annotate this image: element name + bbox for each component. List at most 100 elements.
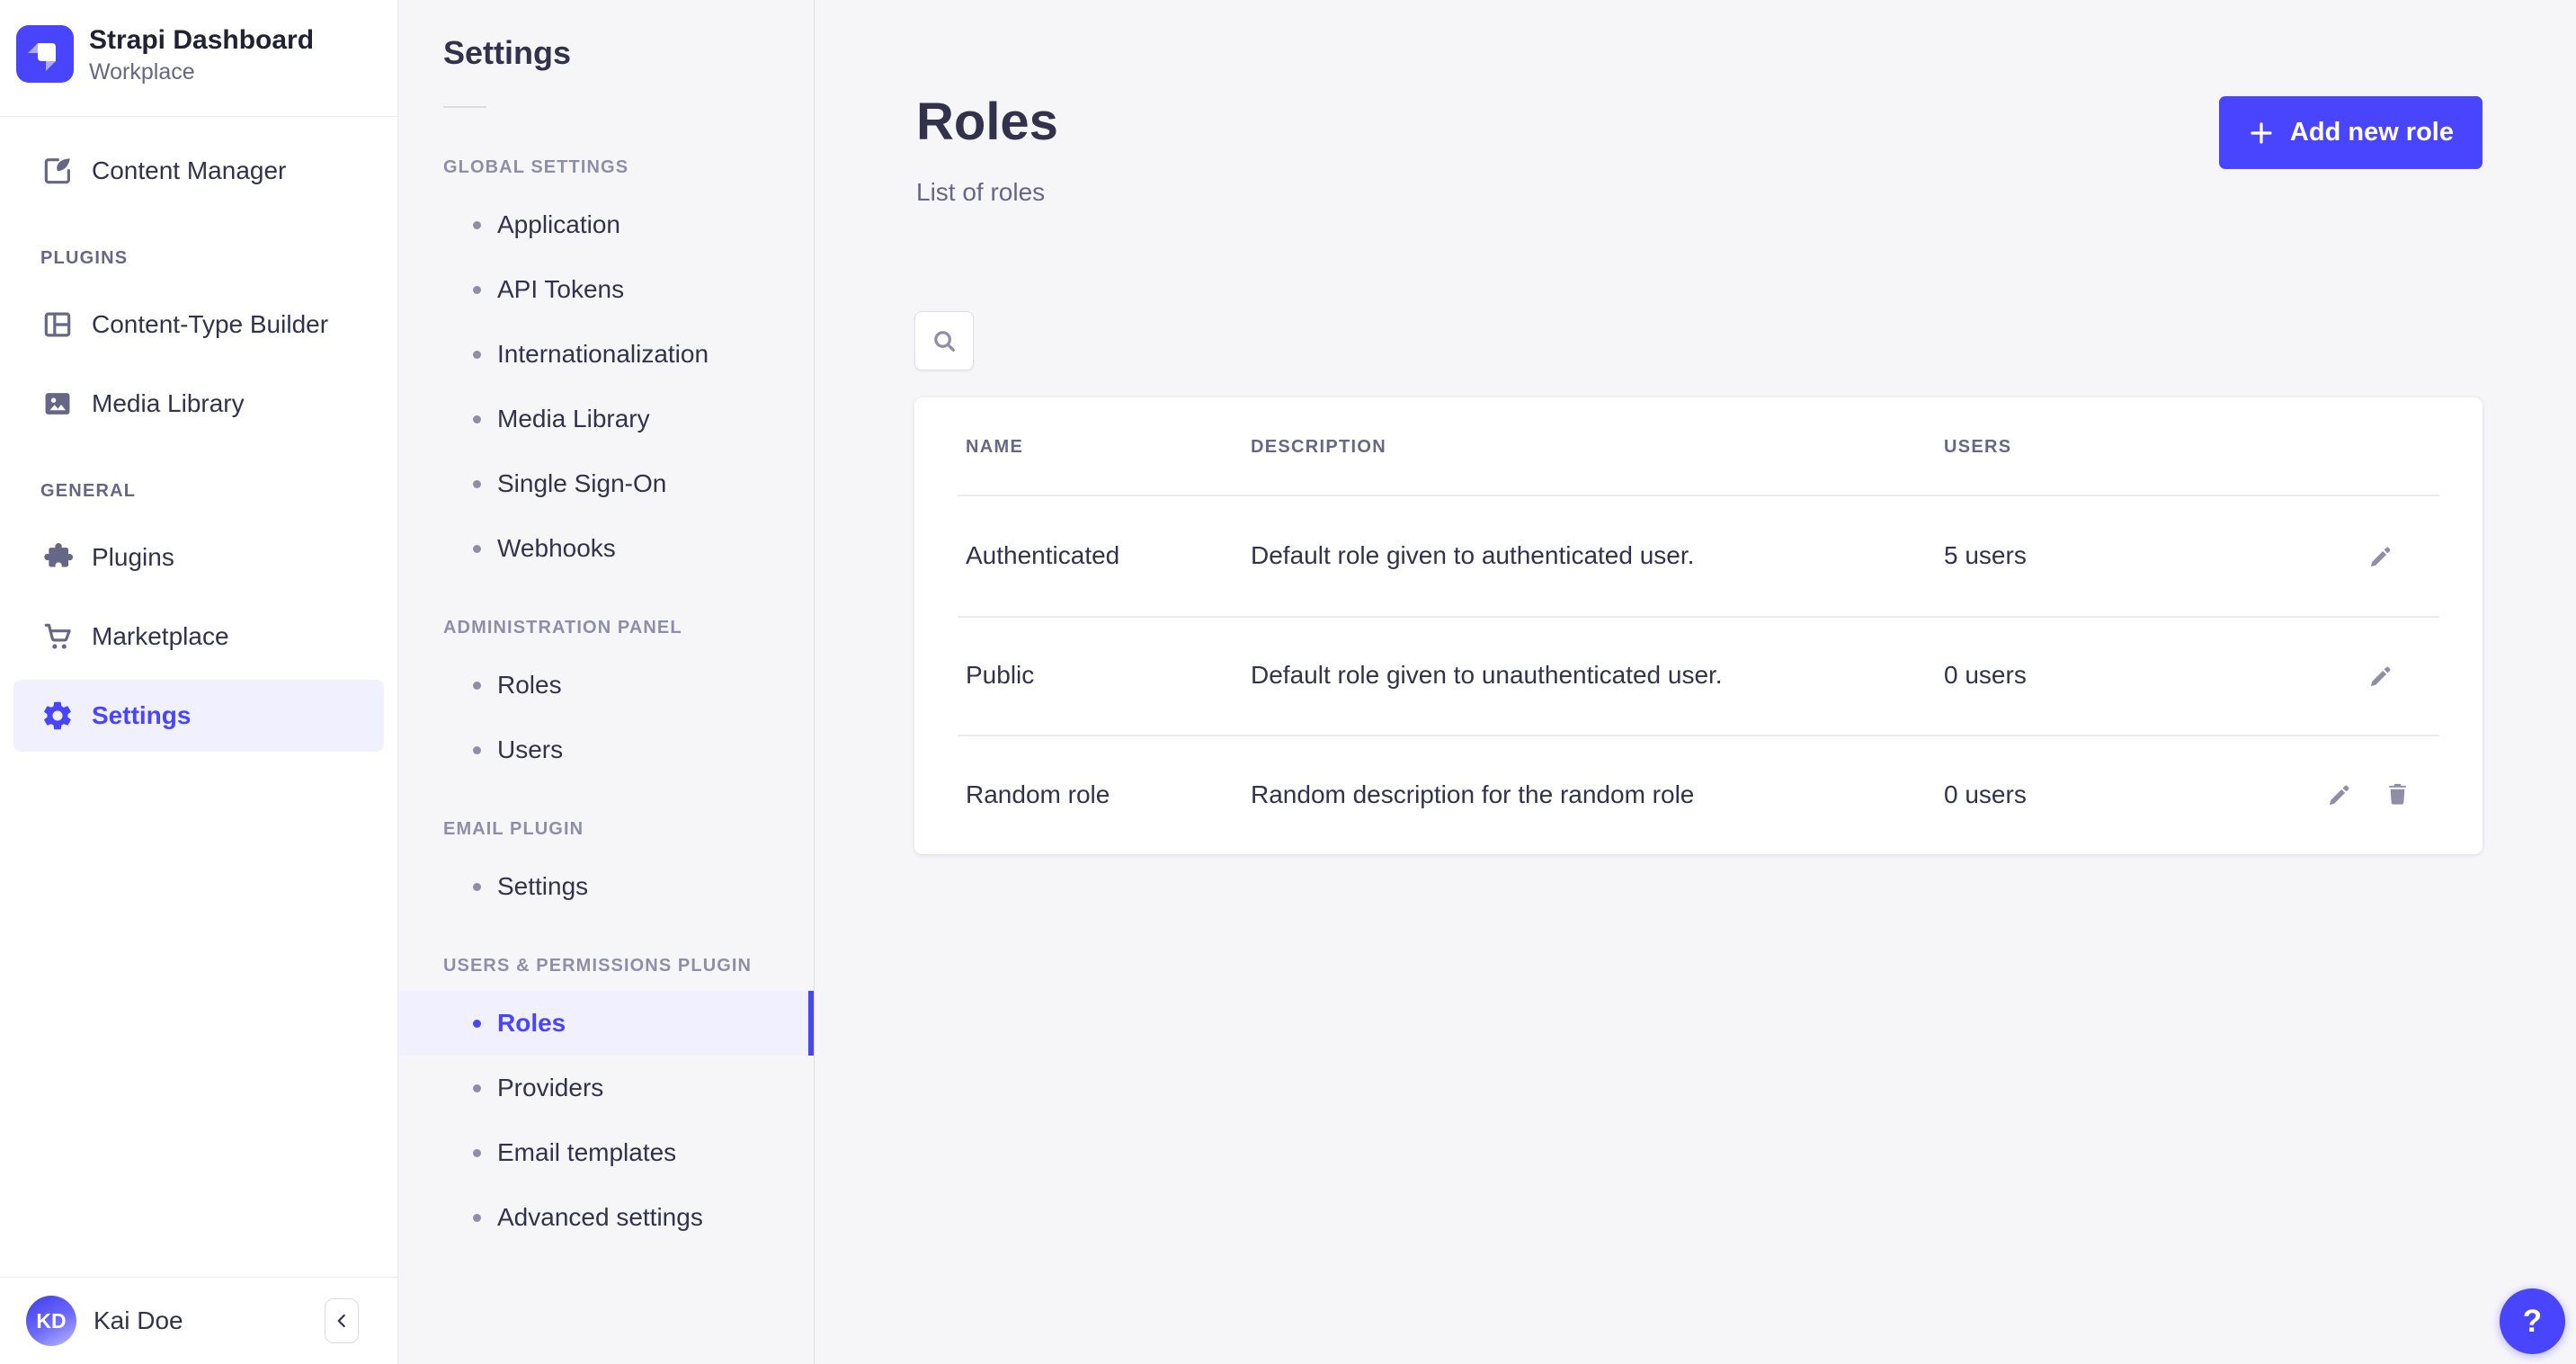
- subnav-item-users-permissions-plugin-providers[interactable]: Providers: [398, 1056, 814, 1120]
- subnav-section-label-global-settings: GLOBAL SETTINGS: [443, 157, 629, 177]
- subnav-item-label: Application: [497, 210, 620, 238]
- edit-role-button[interactable]: [2363, 538, 2399, 574]
- cell-description: Default role given to authenticated user…: [1251, 541, 1695, 570]
- cell-name: Authenticated: [966, 541, 1120, 570]
- settings-subnav: Settings GLOBAL SETTINGS Application API T…: [398, 0, 815, 1364]
- subnav-item-label: Settings: [497, 872, 589, 900]
- sidebar-item-content-manager[interactable]: Content Manager: [13, 135, 384, 207]
- edit-icon: [2367, 662, 2395, 690]
- row-actions: [2322, 538, 2399, 574]
- subnav-item-users-permissions-plugin-email-templates[interactable]: Email templates: [398, 1120, 814, 1185]
- column-header-name: NAME: [966, 436, 1024, 457]
- row-actions: [2322, 657, 2399, 693]
- settings-icon: [40, 699, 75, 733]
- subnav-item-label: Media Library: [497, 405, 650, 432]
- subnav-item-users-permissions-plugin-advanced-settings[interactable]: Advanced settings: [398, 1185, 814, 1250]
- subnav-item-label: Advanced settings: [497, 1203, 703, 1231]
- app-title: Strapi Dashboard: [89, 25, 315, 55]
- subnav-item-global-settings-api-tokens[interactable]: API Tokens: [398, 257, 814, 322]
- delete-role-button[interactable]: [2379, 777, 2415, 813]
- edit-role-button[interactable]: [2363, 657, 2399, 693]
- collapse-sidebar-button[interactable]: [325, 1298, 359, 1343]
- subnav-section-label-administration-panel: ADMINISTRATION PANEL: [443, 618, 682, 637]
- subnav-sections: GLOBAL SETTINGS Application API Tokens Inte…: [398, 156, 814, 1250]
- sidebar-item-label: Plugins: [92, 543, 174, 571]
- table-row-public[interactable]: Public Default role given to unauthentica…: [914, 615, 2482, 735]
- subnav-item-global-settings-media-library[interactable]: Media Library: [398, 387, 814, 451]
- question-mark-icon: ?: [2522, 1303, 2543, 1339]
- avatar[interactable]: KD: [26, 1296, 76, 1346]
- cell-description: Random description for the random role: [1251, 780, 1695, 808]
- sidebar-item-label: Marketplace: [92, 622, 229, 650]
- main-nav: Content Manager PLUGINS Content-Type Build…: [0, 116, 397, 759]
- column-header-description: DESCRIPTION: [1251, 436, 1386, 457]
- bullet-icon: [473, 882, 481, 891]
- workspace-name: Workplace: [89, 59, 195, 85]
- subnav-item-label: Email templates: [497, 1138, 677, 1166]
- sidebar-item-label: Content-Type Builder: [92, 310, 329, 338]
- content-manager-icon: [40, 154, 75, 188]
- subnav-item-label: API Tokens: [497, 275, 625, 303]
- bullet-icon: [473, 1213, 481, 1222]
- sidebar-item-marketplace[interactable]: Marketplace: [13, 601, 384, 673]
- bullet-icon: [473, 745, 481, 754]
- subnav-item-label: Webhooks: [497, 534, 616, 562]
- nav-section-label-general: GENERAL: [40, 481, 137, 501]
- sidebar-item-settings[interactable]: Settings: [13, 680, 384, 752]
- row-actions: [2322, 777, 2415, 813]
- subnav-item-label: Roles: [497, 671, 562, 699]
- page-subtitle: List of roles: [916, 178, 1046, 206]
- user-name: Kai Doe: [94, 1306, 183, 1334]
- nav-section-label-plugins: PLUGINS: [40, 248, 129, 268]
- subnav-divider: [443, 106, 486, 108]
- media-library-icon: [40, 387, 75, 421]
- subnav-item-label: Users: [497, 735, 564, 763]
- edit-icon: [2367, 542, 2395, 570]
- sidebar-item-plugins[interactable]: Plugins: [13, 522, 384, 593]
- bullet-icon: [473, 544, 481, 553]
- subnav-item-email-plugin-settings[interactable]: Settings: [398, 854, 814, 919]
- subnav-item-global-settings-single-sign-on[interactable]: Single Sign-On: [398, 451, 814, 516]
- sidebar-item-label: Media Library: [92, 389, 245, 417]
- marketplace-icon: [40, 620, 75, 654]
- subnav-item-label: Roles: [497, 1009, 566, 1037]
- subnav-item-label: Internationalization: [497, 340, 709, 368]
- strapi-logo-icon: [16, 25, 74, 83]
- cell-description: Default role given to unauthenticated us…: [1251, 661, 1723, 689]
- subnav-item-global-settings-application[interactable]: Application: [398, 192, 814, 257]
- add-new-role-button[interactable]: Add new role: [2218, 96, 2482, 169]
- page-title: Roles: [916, 93, 1058, 151]
- sidebar-item-content-type-builder[interactable]: Content-Type Builder: [13, 289, 384, 361]
- subnav-item-administration-panel-roles[interactable]: Roles: [398, 653, 814, 718]
- subnav-item-global-settings-internationalization[interactable]: Internationalization: [398, 322, 814, 387]
- subnav-item-label: Providers: [497, 1074, 604, 1101]
- subnav-header: Settings: [398, 0, 814, 109]
- bullet-icon: [473, 350, 481, 359]
- sidebar-item-label: Settings: [92, 701, 192, 729]
- main-content: Roles List of roles Add new role NAME DES…: [815, 0, 2576, 1364]
- subnav-item-users-permissions-plugin-roles[interactable]: Roles: [398, 991, 814, 1056]
- main-sidebar: Strapi Dashboard Workplace Content Manag…: [0, 0, 398, 1364]
- subnav-item-label: Single Sign-On: [497, 469, 667, 497]
- edit-role-button[interactable]: [2322, 777, 2358, 813]
- roles-table: NAME DESCRIPTION USERS Authenticated Defaul…: [914, 397, 2482, 854]
- plugins-icon: [40, 540, 75, 575]
- chevron-left-icon: [330, 1309, 353, 1333]
- sidebar-item-media-library[interactable]: Media Library: [13, 368, 384, 440]
- subnav-item-administration-panel-users[interactable]: Users: [398, 718, 814, 782]
- brand-header[interactable]: Strapi Dashboard Workplace: [0, 0, 397, 117]
- content-type-builder-icon: [40, 308, 75, 342]
- table-row-random-role[interactable]: Random role Random description for the ra…: [914, 735, 2482, 854]
- sidebar-footer: KD Kai Doe: [0, 1277, 397, 1364]
- plus-icon: [2248, 120, 2275, 147]
- bullet-icon: [473, 1019, 481, 1028]
- bullet-icon: [473, 1083, 481, 1092]
- search-button[interactable]: [914, 311, 974, 370]
- bullet-icon: [473, 415, 481, 423]
- table-row-authenticated[interactable]: Authenticated Default role given to authe…: [914, 496, 2482, 616]
- help-button[interactable]: ?: [2500, 1288, 2565, 1354]
- subnav-item-global-settings-webhooks[interactable]: Webhooks: [398, 516, 814, 581]
- bullet-icon: [473, 285, 481, 294]
- subnav-title: Settings: [443, 34, 572, 71]
- search-icon: [931, 327, 958, 355]
